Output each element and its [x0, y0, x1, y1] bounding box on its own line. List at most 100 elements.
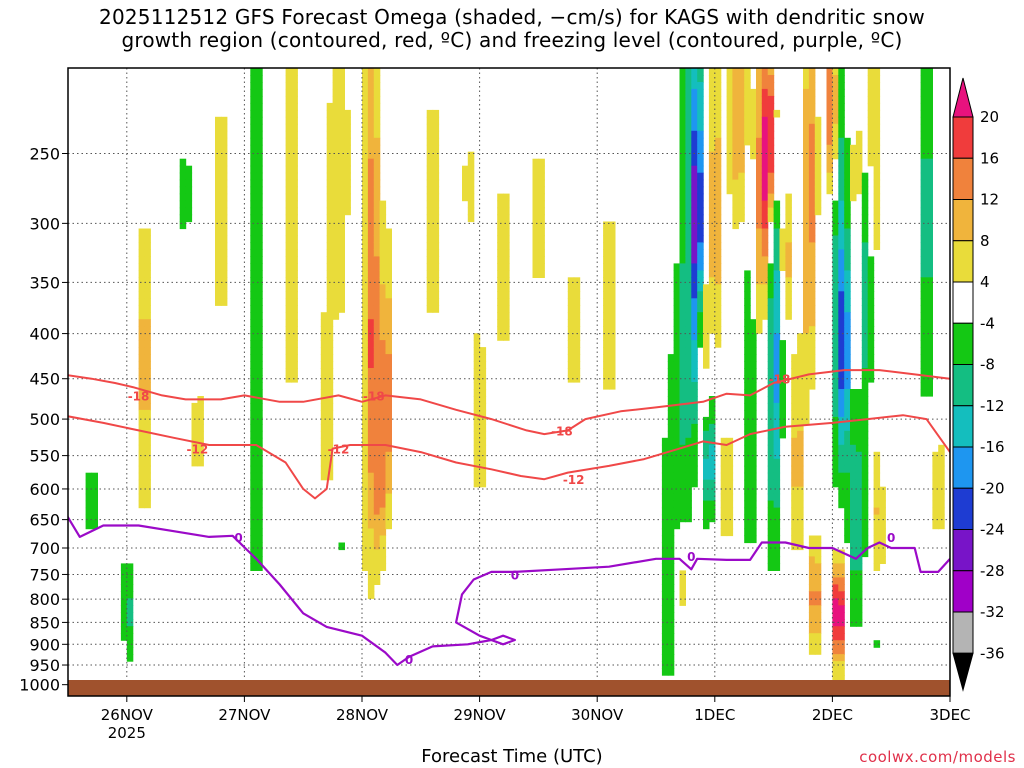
- omega-cell: [803, 109, 810, 118]
- omega-cell: [344, 193, 351, 202]
- omega-cell: [603, 319, 610, 327]
- colorbar-swatch: [952, 364, 974, 407]
- omega-cell: [473, 472, 481, 481]
- omega-cell: [367, 130, 375, 139]
- omega-cell: [138, 472, 146, 481]
- omega-cell: [808, 556, 816, 564]
- omega-cell: [838, 228, 845, 237]
- omega-cell: [426, 151, 434, 160]
- omega-cell: [503, 333, 510, 341]
- omega-cell: [697, 75, 704, 83]
- omega-cell: [367, 172, 375, 181]
- omega-cell: [320, 312, 328, 320]
- omega-cell: [661, 619, 669, 627]
- omega-cell: [679, 340, 686, 348]
- omega-cell: [791, 368, 798, 376]
- omega-cell: [708, 465, 716, 474]
- omega-cell: [220, 207, 228, 216]
- omega-cell: [362, 458, 369, 467]
- omega-cell: [250, 151, 257, 160]
- omega-cell: [573, 354, 581, 362]
- omega-cell: [661, 472, 669, 481]
- omega-cell: [191, 458, 198, 467]
- omega-cell: [844, 396, 851, 404]
- omega-cell: [761, 109, 769, 118]
- omega-cell: [497, 228, 504, 237]
- omega-cell: [879, 528, 886, 537]
- omega-cell: [814, 633, 822, 641]
- omega-cell: [832, 68, 839, 76]
- omega-cell: [756, 165, 763, 174]
- omega-cell: [291, 298, 298, 306]
- omega-cell: [256, 389, 263, 397]
- omega-cell: [661, 479, 669, 488]
- omega-cell: [797, 528, 804, 537]
- omega-cell: [814, 542, 822, 551]
- omega-cell: [867, 256, 875, 264]
- omega-cell: [379, 284, 387, 292]
- omega-cell: [603, 326, 610, 334]
- omega-cell: [803, 326, 810, 334]
- omega-cell: [750, 458, 757, 467]
- omega-cell: [832, 144, 839, 153]
- omega-cell: [685, 263, 692, 271]
- omega-cell: [679, 493, 686, 502]
- omega-cell: [367, 570, 375, 578]
- omega-cell: [756, 242, 763, 250]
- omega-cell: [685, 444, 692, 453]
- omega-cell: [779, 396, 786, 404]
- omega-cell: [603, 235, 610, 244]
- omega-cell: [85, 514, 93, 523]
- omega-cell: [879, 549, 886, 558]
- omega-cell: [285, 368, 293, 376]
- omega-cell: [373, 116, 381, 125]
- omega-cell: [708, 68, 716, 76]
- omega-cell: [467, 186, 475, 195]
- omega-cell: [726, 444, 734, 453]
- omega-cell: [256, 465, 263, 474]
- omega-cell: [338, 235, 345, 244]
- omega-cell: [873, 172, 881, 181]
- omega-cell: [338, 151, 345, 160]
- omega-cell: [873, 116, 881, 125]
- omega-cell: [220, 151, 228, 160]
- omega-cell: [838, 291, 845, 299]
- omega-cell: [832, 151, 839, 160]
- omega-cell: [761, 193, 769, 202]
- omega-cell: [850, 444, 857, 453]
- omega-cell: [838, 368, 845, 376]
- omega-cell: [685, 416, 692, 425]
- omega-cell: [838, 256, 845, 264]
- omega-cell: [126, 570, 134, 578]
- omega-cell: [373, 68, 381, 76]
- omega-cell: [679, 137, 686, 146]
- omega-cell: [679, 396, 686, 404]
- omega-cell: [256, 291, 263, 299]
- omega-cell: [362, 556, 369, 564]
- omega-cell: [850, 563, 857, 571]
- omega-cell: [773, 402, 781, 411]
- omega-cell: [708, 493, 716, 502]
- omega-cell: [667, 493, 675, 502]
- omega-cell: [673, 500, 681, 509]
- omega-cell: [832, 102, 839, 111]
- omega-cell: [467, 214, 475, 223]
- omega-cell: [291, 263, 298, 271]
- omega-cell: [385, 409, 392, 418]
- omega-cell: [661, 563, 669, 571]
- omega-cell: [362, 165, 369, 174]
- omega-cell: [785, 249, 792, 257]
- omega-cell: [773, 347, 781, 355]
- omega-cell: [697, 235, 704, 244]
- omega-cell: [373, 368, 381, 376]
- omega-cell: [791, 528, 798, 537]
- omega-cell: [873, 193, 881, 202]
- omega-cell: [667, 361, 675, 369]
- omega-cell: [761, 137, 769, 146]
- omega-cell: [338, 193, 345, 202]
- omega-cell: [250, 75, 257, 83]
- omega-cell: [756, 298, 763, 306]
- omega-cell: [373, 298, 381, 306]
- omega-cell: [256, 347, 263, 355]
- omega-cell: [379, 451, 387, 460]
